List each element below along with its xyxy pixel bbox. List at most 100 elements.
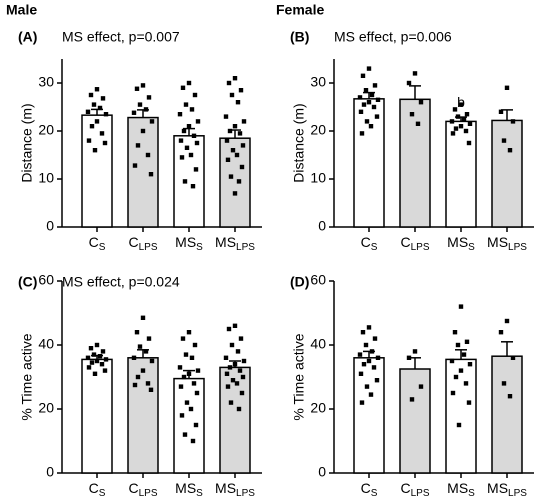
data-point bbox=[92, 371, 98, 376]
data-point bbox=[240, 143, 246, 148]
data-point bbox=[143, 349, 149, 354]
data-point bbox=[94, 119, 100, 124]
bar bbox=[173, 377, 205, 474]
data-point bbox=[89, 124, 95, 129]
data-point bbox=[450, 390, 456, 396]
data-point bbox=[458, 102, 464, 107]
data-point bbox=[91, 352, 97, 357]
y-tick-label: 40 bbox=[38, 336, 54, 352]
data-point bbox=[97, 105, 103, 111]
data-point bbox=[180, 85, 186, 90]
category-subscript: LPS bbox=[508, 488, 527, 499]
category: MS bbox=[215, 234, 236, 250]
category-subscript: S bbox=[196, 242, 203, 253]
data-point bbox=[88, 92, 94, 98]
data-point bbox=[458, 124, 464, 129]
x-tick-label: CLPS bbox=[400, 480, 429, 499]
data-point bbox=[232, 323, 238, 328]
data-point bbox=[135, 374, 141, 380]
data-point bbox=[179, 155, 185, 160]
data-point bbox=[456, 422, 462, 428]
panel-label: (C) bbox=[18, 274, 37, 290]
y-tick-label: 0 bbox=[318, 218, 326, 234]
data-point bbox=[223, 355, 229, 360]
data-point bbox=[145, 381, 151, 386]
data-point bbox=[132, 163, 138, 168]
y-axis-label: Distance (m) bbox=[291, 103, 307, 182]
data-point bbox=[234, 381, 240, 386]
category-subscript: LPS bbox=[411, 488, 430, 499]
data-point bbox=[463, 128, 469, 134]
data-point bbox=[361, 102, 367, 107]
x-tick-label: MSS bbox=[175, 234, 203, 253]
category-subscript: S bbox=[99, 242, 106, 253]
data-point bbox=[510, 355, 516, 360]
data-point bbox=[131, 355, 137, 360]
data-point bbox=[369, 92, 375, 98]
category-subscript: LPS bbox=[139, 242, 158, 253]
category: MS bbox=[487, 480, 508, 496]
data-point bbox=[193, 167, 199, 172]
data-point bbox=[361, 362, 367, 367]
data-point bbox=[364, 119, 370, 124]
bar bbox=[445, 120, 477, 228]
data-point bbox=[232, 124, 238, 129]
data-point bbox=[223, 114, 229, 119]
data-point bbox=[504, 318, 510, 324]
category: C bbox=[128, 234, 138, 250]
data-point bbox=[372, 336, 378, 341]
bar bbox=[127, 357, 159, 474]
x-tick-label: MSLPS bbox=[215, 480, 255, 499]
data-point bbox=[238, 88, 244, 93]
category-subscript: LPS bbox=[236, 488, 255, 499]
data-point bbox=[143, 107, 149, 112]
data-point bbox=[99, 131, 105, 136]
data-point bbox=[89, 360, 95, 365]
bar bbox=[127, 116, 159, 228]
bar bbox=[353, 98, 385, 228]
data-point bbox=[412, 71, 418, 76]
y-tick-label: 0 bbox=[318, 464, 326, 480]
data-point bbox=[182, 432, 188, 437]
y-tick-label: 40 bbox=[310, 336, 326, 352]
data-point bbox=[192, 92, 198, 98]
data-point bbox=[229, 342, 235, 348]
data-point bbox=[359, 131, 365, 136]
category-subscript: LPS bbox=[139, 488, 158, 499]
data-point bbox=[146, 336, 152, 341]
category: C bbox=[361, 234, 371, 250]
data-point bbox=[186, 124, 192, 129]
data-point bbox=[140, 83, 146, 88]
data-point bbox=[140, 315, 146, 320]
data-point bbox=[452, 107, 458, 112]
data-point bbox=[369, 349, 375, 354]
data-point bbox=[195, 368, 201, 373]
data-point bbox=[191, 381, 197, 386]
data-point bbox=[237, 368, 243, 373]
x-tick-label: MSLPS bbox=[215, 234, 255, 253]
x-tick-label: CLPS bbox=[400, 234, 429, 253]
data-point bbox=[132, 382, 138, 388]
data-point bbox=[239, 164, 245, 170]
data-point bbox=[99, 362, 105, 367]
data-point bbox=[467, 362, 473, 367]
data-point bbox=[195, 119, 201, 124]
data-point bbox=[181, 128, 187, 134]
y-tick-label: 30 bbox=[38, 74, 54, 90]
data-point bbox=[449, 119, 455, 124]
data-point bbox=[455, 342, 461, 348]
y-tick-label: 10 bbox=[38, 170, 54, 186]
data-point bbox=[374, 378, 380, 383]
data-point bbox=[194, 390, 200, 396]
data-point bbox=[406, 80, 412, 86]
data-point bbox=[409, 397, 415, 402]
x-tick-label: CLPS bbox=[128, 234, 157, 253]
category-subscript: S bbox=[468, 242, 475, 253]
data-point bbox=[225, 384, 231, 389]
data-point bbox=[241, 119, 247, 124]
data-point bbox=[184, 400, 190, 405]
data-point bbox=[458, 368, 464, 373]
y-tick-label: 60 bbox=[310, 272, 326, 288]
data-point bbox=[225, 157, 231, 162]
